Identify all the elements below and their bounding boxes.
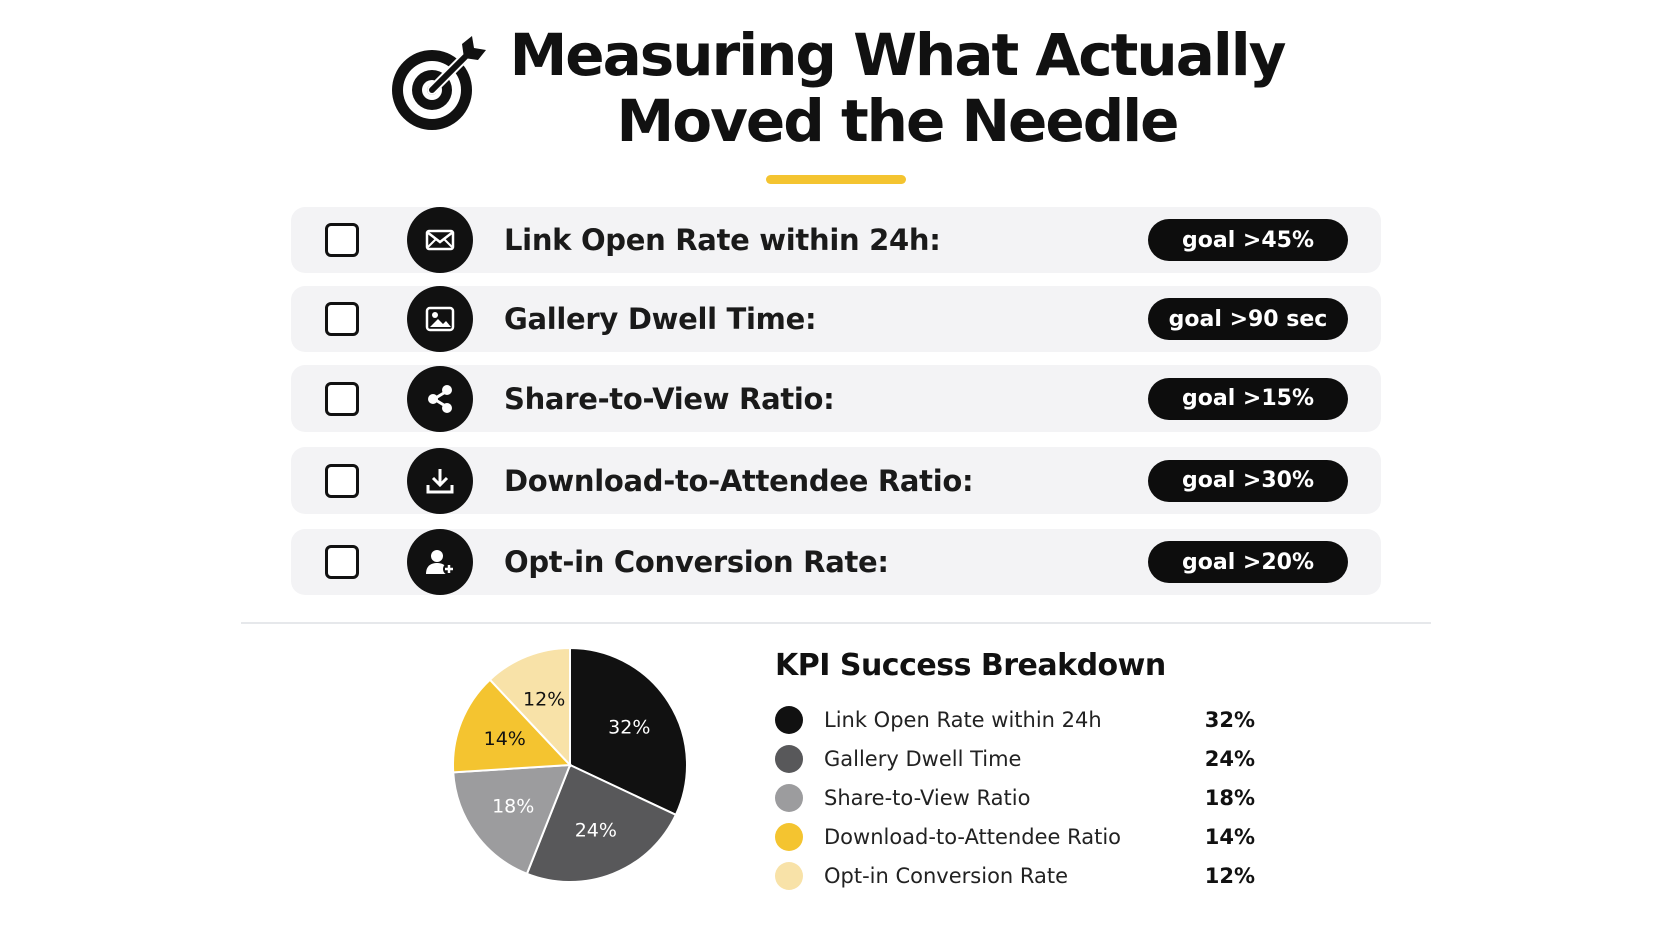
- legend-value: 18%: [1204, 785, 1255, 810]
- kpi-label: Gallery Dwell Time:: [504, 302, 817, 336]
- pie-data-label: 24%: [575, 819, 617, 841]
- kpi-row-download-to-attendee: Download-to-Attendee Ratio: goal >30%: [291, 447, 1381, 514]
- download-icon: [407, 447, 473, 514]
- legend-label: Gallery Dwell Time: [824, 746, 1022, 771]
- kpi-row-share-to-view: Share-to-View Ratio: goal >15%: [291, 365, 1381, 432]
- legend-swatch: [775, 783, 803, 812]
- pie-slice: [488, 646, 571, 768]
- image-icon: [407, 286, 473, 352]
- kpi-row-opt-in-conversion: Opt-in Conversion Rate: goal >20%: [291, 529, 1381, 595]
- kpi-label: Opt-in Conversion Rate:: [504, 545, 889, 579]
- pie-slice: [525, 763, 678, 883]
- goal-badge: goal >45%: [1148, 219, 1348, 261]
- legend-item: Link Open Rate within 24h 32%: [775, 700, 1265, 739]
- kpi-checkbox[interactable]: [325, 545, 359, 579]
- kpi-checkbox[interactable]: [325, 463, 359, 498]
- legend-label: Download-to-Attendee Ratio: [824, 824, 1122, 849]
- legend-label: Opt-in Conversion Rate: [824, 863, 1069, 888]
- title-line-1: Measuring What Actually: [509, 21, 1287, 89]
- share-icon: [407, 365, 473, 432]
- legend-swatch: [775, 705, 803, 734]
- pie-data-label: 32%: [608, 716, 650, 738]
- kpi-checkbox[interactable]: [325, 381, 359, 416]
- kpi-checklist: Link Open Rate within 24h: goal >45% Gal…: [291, 207, 1381, 608]
- pie-slice: [569, 646, 688, 817]
- target-arrow-icon: [391, 36, 486, 130]
- pie-data-label: 12%: [523, 689, 565, 711]
- kpi-checkbox[interactable]: [325, 223, 359, 257]
- pie-data-label: 14%: [484, 728, 526, 750]
- kpi-label: Link Open Rate within 24h:: [504, 223, 941, 257]
- legend-item: Download-to-Attendee Ratio 14%: [775, 817, 1265, 856]
- goal-badge: goal >90 sec: [1148, 298, 1348, 340]
- breakdown-title: KPI Success Breakdown: [775, 648, 1166, 683]
- pie-slice: [452, 763, 572, 876]
- legend-item: Gallery Dwell Time 24%: [775, 739, 1265, 778]
- goal-badge: goal >20%: [1148, 541, 1348, 583]
- goal-badge: goal >15%: [1148, 377, 1348, 420]
- add-user-icon: [407, 529, 473, 595]
- legend-label: Share-to-View Ratio: [824, 785, 1031, 810]
- legend-item: Share-to-View Ratio 18%: [775, 778, 1265, 817]
- legend-value: 24%: [1204, 746, 1255, 771]
- legend-swatch: [775, 822, 803, 851]
- section-divider: [241, 622, 1431, 624]
- kpi-label: Download-to-Attendee Ratio:: [504, 463, 974, 498]
- legend-value: 12%: [1204, 863, 1255, 888]
- legend-item: Opt-in Conversion Rate 12%: [775, 856, 1265, 895]
- legend-value: 14%: [1204, 824, 1255, 849]
- legend-swatch: [775, 744, 803, 773]
- header: Measuring What Actually Moved the Needle: [0, 22, 1672, 154]
- envelope-icon: [407, 207, 473, 273]
- title-line-2: Moved the Needle: [616, 87, 1180, 155]
- pie-slice: [452, 678, 573, 774]
- kpi-pie-chart: 32% 24% 18% 14% 12%: [452, 646, 688, 883]
- title-underline: [766, 175, 906, 184]
- chart-legend: Link Open Rate within 24h 32% Gallery Dw…: [775, 700, 1265, 895]
- kpi-row-link-open-rate: Link Open Rate within 24h: goal >45%: [291, 207, 1381, 273]
- kpi-label: Share-to-View Ratio:: [504, 381, 835, 416]
- kpi-row-gallery-dwell-time: Gallery Dwell Time: goal >90 sec: [291, 286, 1381, 352]
- pie-data-label: 18%: [492, 795, 534, 817]
- legend-swatch: [775, 861, 803, 890]
- page-title: Measuring What Actually Moved the Needle: [509, 21, 1287, 155]
- legend-value: 32%: [1204, 707, 1255, 732]
- goal-badge: goal >30%: [1148, 459, 1348, 502]
- kpi-checkbox[interactable]: [325, 302, 359, 336]
- legend-label: Link Open Rate within 24h: [824, 707, 1102, 732]
